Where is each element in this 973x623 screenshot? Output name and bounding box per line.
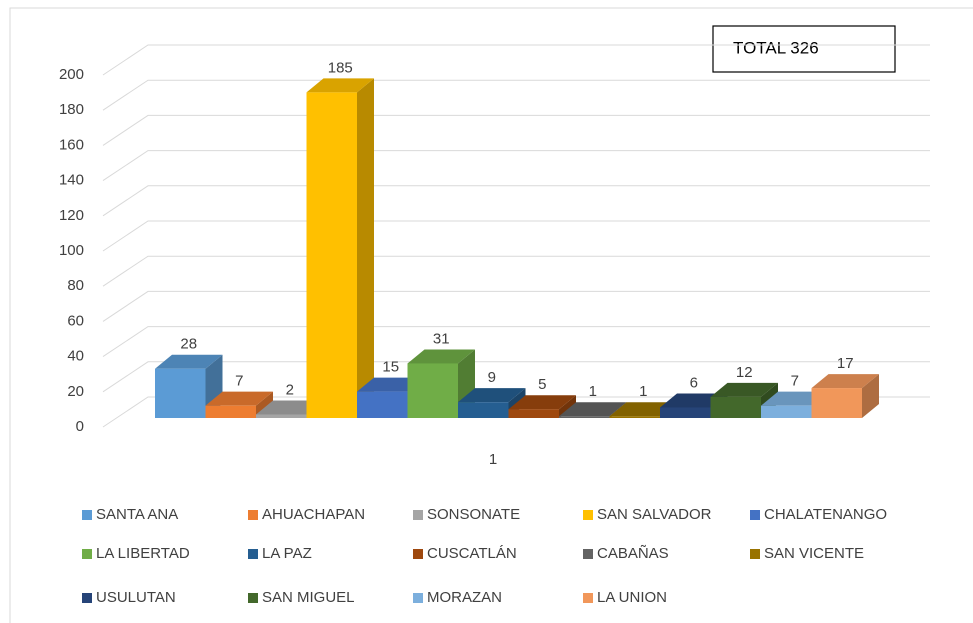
y-tick-label: 20 <box>67 383 84 400</box>
data-label: 7 <box>791 373 799 390</box>
data-label: 5 <box>538 376 546 393</box>
bar <box>609 416 660 418</box>
bar <box>811 388 862 418</box>
data-label: 15 <box>382 359 399 376</box>
bar <box>458 402 509 418</box>
bar-top <box>508 395 576 410</box>
annotation: TOTAL 326 <box>733 38 819 57</box>
y-tick-label: 0 <box>76 418 84 435</box>
y-tick-label: 80 <box>67 277 84 294</box>
bar <box>306 92 357 419</box>
grid-line <box>102 255 930 287</box>
legend-swatch <box>82 593 92 603</box>
legend-label: LA LIBERTAD <box>96 545 190 562</box>
legend-label: SONSONATE <box>427 506 520 523</box>
legend-swatch <box>82 549 92 559</box>
data-label: 7 <box>235 373 243 390</box>
y-tick-label: 60 <box>67 312 84 329</box>
data-label: 1 <box>589 383 597 400</box>
data-label: 2 <box>286 381 294 398</box>
data-label: 9 <box>488 369 496 386</box>
legend-label: USULUTAN <box>96 589 176 606</box>
legend-label: CUSCATLÁN <box>427 545 517 562</box>
y-tick-label: 100 <box>59 242 84 259</box>
bar <box>407 363 458 418</box>
y-tick-label: 200 <box>59 66 84 83</box>
legend-swatch <box>248 549 258 559</box>
grid-line <box>102 150 930 182</box>
bar <box>761 405 812 418</box>
grid-line <box>102 79 930 111</box>
bar-top <box>710 382 778 397</box>
data-label: 1 <box>639 383 647 400</box>
legend-swatch <box>750 510 760 520</box>
legend-label: MORAZAN <box>427 589 502 606</box>
grid-line <box>102 361 930 393</box>
bar <box>508 409 559 418</box>
data-label: 31 <box>433 330 450 347</box>
grid-line <box>102 185 930 217</box>
legend-swatch <box>248 593 258 603</box>
grid-line <box>102 396 930 428</box>
legend-label: SAN VICENTE <box>764 545 864 562</box>
bar <box>256 414 307 418</box>
x-tick-label: 1 <box>489 451 497 468</box>
bar <box>710 396 761 418</box>
data-label: 28 <box>180 336 197 353</box>
legend-label: AHUACHAPAN <box>262 506 365 523</box>
chart-frame <box>9 7 973 623</box>
legend-label: CABAÑAS <box>597 545 669 562</box>
bar-side <box>862 374 879 418</box>
legend-label: CHALATENANGO <box>764 506 887 523</box>
bar-top <box>205 391 273 406</box>
legend-label: SAN MIGUEL <box>262 589 355 606</box>
grid-line <box>102 220 930 252</box>
legend-label: SAN SALVADOR <box>597 506 712 523</box>
legend-swatch <box>583 593 593 603</box>
legend-swatch <box>413 593 423 603</box>
grid-line <box>102 114 930 146</box>
y-tick-label: 120 <box>59 207 84 224</box>
legend-swatch <box>413 510 423 520</box>
y-tick-label: 140 <box>59 172 84 189</box>
legend-swatch <box>413 549 423 559</box>
legend-label: SANTA ANA <box>96 506 178 523</box>
bar-top <box>155 354 223 369</box>
data-label: 17 <box>837 355 854 372</box>
data-label: 12 <box>736 364 753 381</box>
bar-top <box>306 78 374 93</box>
legend-swatch <box>82 510 92 520</box>
bar <box>559 416 610 418</box>
y-tick-label: 180 <box>59 101 84 118</box>
legend-label: LA PAZ <box>262 545 312 562</box>
legend-swatch <box>583 549 593 559</box>
grid-line <box>102 290 930 322</box>
bar-top <box>559 402 627 417</box>
grid-line <box>102 326 930 358</box>
y-tick-label: 160 <box>59 136 84 153</box>
grid-line <box>102 44 930 76</box>
data-label: 6 <box>690 374 698 391</box>
bar-side <box>357 78 374 419</box>
bar-top <box>811 374 879 389</box>
bar <box>660 407 711 418</box>
bar <box>205 405 256 418</box>
bar <box>357 391 408 418</box>
bar-top <box>407 349 475 364</box>
annotation-box <box>712 25 896 73</box>
legend-swatch <box>248 510 258 520</box>
legend-label: LA UNION <box>597 589 667 606</box>
y-tick-label: 40 <box>67 348 84 365</box>
legend-swatch <box>750 549 760 559</box>
data-label: 185 <box>328 59 353 76</box>
bar-top <box>458 388 526 403</box>
bar-side <box>559 395 576 418</box>
bar <box>155 368 206 418</box>
legend-swatch <box>583 510 593 520</box>
